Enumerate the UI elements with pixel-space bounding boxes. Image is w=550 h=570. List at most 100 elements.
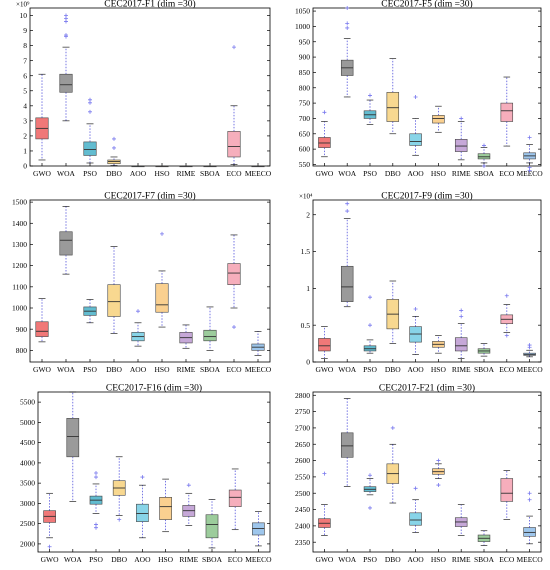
y-tick-label: 1300: [12, 240, 27, 249]
category-label: MEECO: [245, 169, 272, 178]
y-tick-label: 7: [23, 56, 27, 65]
iqr-box: [340, 265, 354, 302]
category-label: PSO: [83, 169, 97, 178]
outlier-marker: [94, 475, 98, 480]
outlier-marker: [345, 209, 350, 214]
boxplot-panel-1: CEC2017-F1 (dim =30) ×10⁹ 0 1 2 3 4 5 6 7 8 9 10 GWO W…: [16, 0, 272, 178]
box-aoo: AOO: [130, 309, 147, 374]
iqr-box: [318, 338, 331, 352]
box-gwo: GWO: [315, 326, 334, 374]
box-dbo: DBO: [111, 456, 128, 564]
iqr-box: [409, 133, 422, 146]
y-tick-label: 8: [23, 41, 27, 50]
outlier-marker: [136, 309, 140, 314]
iqr-box: [318, 137, 331, 148]
box-hso: HSO: [158, 478, 174, 564]
box-pso: PSO: [363, 295, 377, 374]
box-meeco: MEECO: [245, 163, 272, 178]
outlier-marker: [345, 25, 350, 30]
box-pso: PSO: [363, 473, 377, 564]
outlier-marker: [527, 135, 532, 140]
plot-frame: [312, 391, 542, 553]
box-meeco: MEECO: [245, 330, 272, 374]
chart-title: CEC2017-F1 (dim =30): [104, 0, 195, 10]
y-tick-label: 1050: [295, 7, 310, 16]
y-tick-label: 750: [299, 99, 311, 108]
y-tick-label: 2750: [295, 407, 310, 416]
outlier-marker: [47, 544, 52, 549]
outlier-marker: [117, 517, 122, 522]
outlier-marker: [436, 458, 441, 463]
box-pso: PSO: [363, 93, 377, 178]
outlier-marker: [482, 143, 486, 148]
y-tick-label: 3500: [20, 479, 35, 488]
box-hso: HSO: [431, 335, 446, 374]
iqr-box: [35, 321, 49, 337]
iqr-box: [500, 478, 514, 502]
category-label: HSO: [431, 169, 447, 178]
y-tick-label: 1.5: [301, 247, 311, 256]
chart-title: CEC2017-F16 (dim =30): [106, 383, 202, 394]
iqr-box: [205, 514, 219, 539]
outlier-marker: [88, 97, 92, 102]
category-label: AOO: [134, 555, 151, 564]
plot-frame: [312, 7, 542, 167]
category-label: HSO: [154, 365, 170, 374]
category-label: MEECO: [516, 365, 543, 374]
box-gwo: GWO: [33, 298, 52, 374]
category-label: HSO: [431, 555, 447, 564]
iqr-box: [203, 329, 217, 342]
iqr-box: [227, 131, 241, 158]
iqr-box: [159, 497, 172, 520]
category-label: RIME: [177, 169, 196, 178]
iqr-box: [432, 115, 445, 124]
plot-frame: [312, 199, 542, 363]
category-label: MEECO: [245, 555, 272, 564]
category-label: RIME: [179, 555, 198, 564]
category-label: ECO: [499, 169, 515, 178]
outlier-marker: [368, 295, 372, 300]
iqr-box: [59, 231, 73, 256]
y-tick-label: 5: [23, 86, 27, 95]
y-tick-label: 550: [299, 160, 311, 169]
y-tick-label: 10: [20, 11, 28, 20]
outlier-marker: [94, 471, 98, 476]
y-tick-label: 850: [299, 68, 311, 77]
box-pso: PSO: [83, 97, 97, 178]
y-tick-label: 1000: [295, 22, 310, 31]
y-tick-label: 4000: [20, 458, 35, 467]
iqr-box: [500, 102, 514, 122]
box-dbo: DBO: [385, 280, 401, 374]
boxplot-panel-5: CEC2017-F16 (dim =30) 2000 2500 3000 3500 400…: [20, 383, 272, 565]
box-rime: RIME: [452, 116, 471, 178]
y-tick-label: 2650: [295, 440, 310, 449]
outlier-marker: [345, 6, 350, 10]
outlier-marker: [527, 491, 532, 496]
y-tick-label: 2550: [295, 472, 310, 481]
iqr-box: [454, 337, 468, 352]
outlier-marker: [232, 45, 236, 50]
y-tick-label: 800: [16, 346, 28, 355]
box-aoo: AOO: [407, 94, 424, 178]
box-sboa: SBOA: [474, 530, 495, 564]
chart-title: CEC2017-F9 (dim =30): [381, 191, 472, 202]
box-pso: PSO: [89, 471, 103, 564]
category-label: GWO: [315, 169, 333, 178]
chart-title: CEC2017-F21 (dim =30): [379, 383, 475, 394]
outlier-marker: [112, 145, 116, 150]
iqr-box: [59, 73, 73, 93]
box-meeco: MEECO: [516, 135, 543, 178]
box-woa: WOA: [57, 13, 76, 178]
box-sboa: SBOA: [202, 499, 223, 564]
category-label: HSO: [154, 169, 170, 178]
category-label: SBOA: [474, 555, 495, 564]
category-label: ECO: [499, 365, 515, 374]
box-woa: WOA: [338, 398, 357, 564]
box-rime: RIME: [179, 483, 199, 564]
outlier-marker: [345, 21, 350, 26]
y-tick-label: 2350: [295, 538, 310, 547]
iqr-box: [477, 153, 491, 160]
iqr-box: [83, 141, 97, 156]
box-pso: PSO: [83, 299, 97, 374]
box-gwo: GWO: [315, 110, 334, 178]
